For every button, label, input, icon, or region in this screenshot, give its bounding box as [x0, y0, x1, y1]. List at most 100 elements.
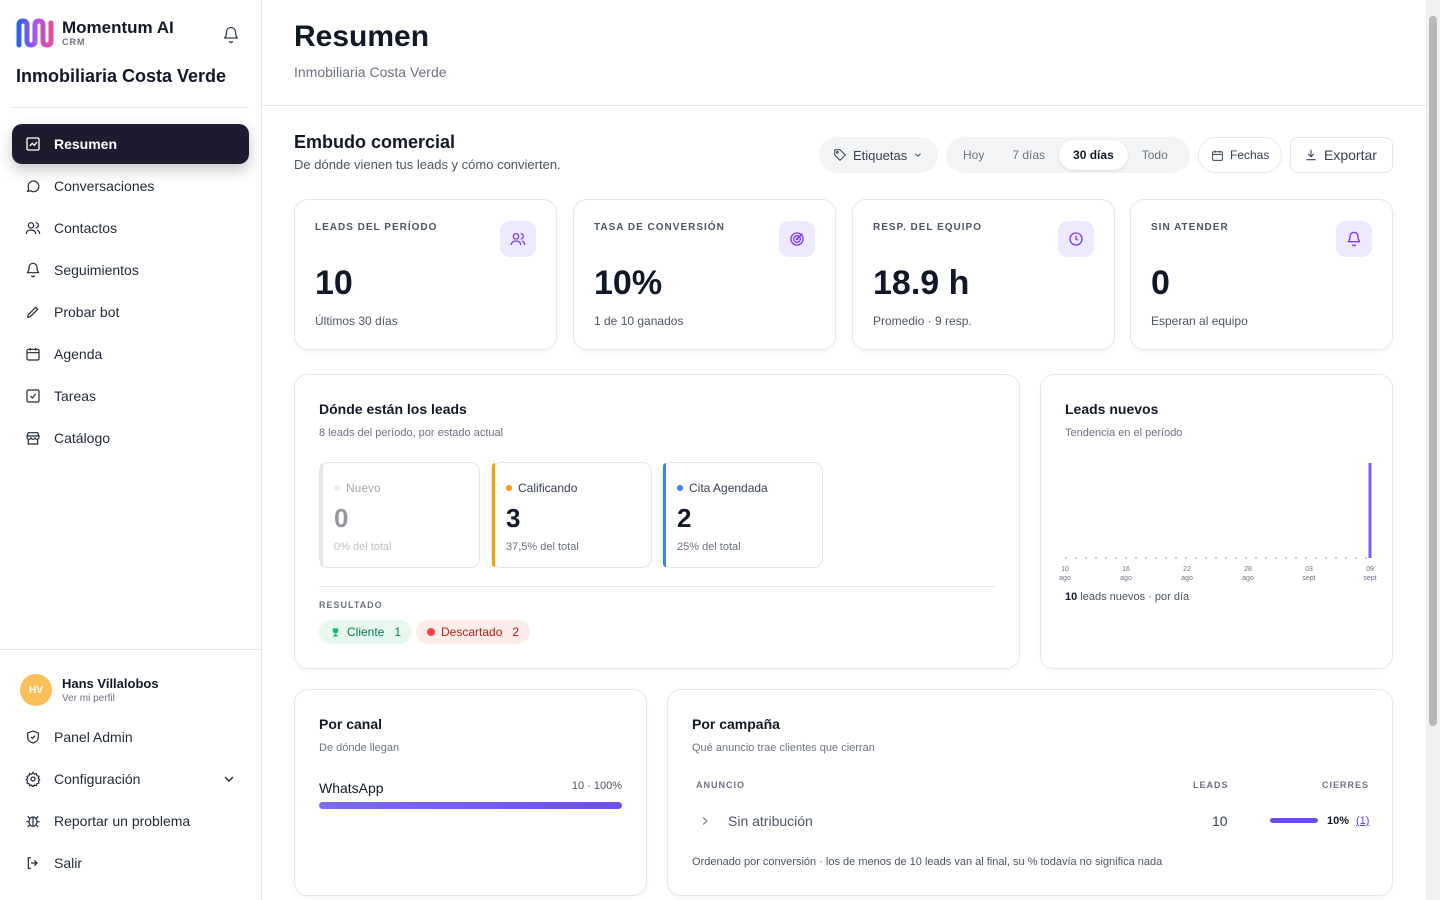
nav-item-reportar[interactable]: Reportar un problema — [12, 801, 249, 841]
stage-accent — [492, 463, 495, 567]
status-dot — [334, 485, 340, 491]
user-profile[interactable]: HV Hans Villalobos Ver mi perfil — [20, 674, 159, 706]
column-header-ad: ANUNCIO — [696, 780, 745, 790]
range-hoy[interactable]: Hoy — [963, 148, 985, 162]
nav-label: Seguimientos — [54, 262, 139, 278]
stage-value: 3 — [506, 503, 521, 533]
nav-item-conversaciones[interactable]: Conversaciones — [12, 166, 249, 206]
dates-label: Fechas — [1230, 148, 1270, 162]
stage-label: Cita Agendada — [689, 481, 768, 495]
chat-icon — [26, 180, 40, 193]
x-tick-month: ago — [1181, 575, 1193, 582]
chip-label: Descartado — [441, 625, 503, 639]
card-subtitle: De dónde llegan — [319, 742, 400, 754]
nav-item-seguimientos[interactable]: Seguimientos — [12, 250, 249, 290]
kpi-card-response: RESP. DEL EQUIPO 18.9 h Promedio · 9 res… — [852, 199, 1115, 350]
campaign-close-count[interactable]: (1) — [1356, 815, 1370, 827]
result-chip-descartado[interactable]: Descartado 2 — [416, 620, 531, 644]
shield-icon — [27, 730, 39, 744]
stage-name: Cita Agendada — [677, 481, 768, 495]
section-subtitle: De dónde vienen tus leads y cómo convier… — [294, 157, 561, 172]
chart-footer-text: leads nuevos · por día — [1080, 591, 1190, 603]
nav-label: Tareas — [54, 388, 97, 404]
export-button[interactable]: Exportar — [1290, 137, 1393, 173]
nav-item-probar-bot[interactable]: Probar bot — [12, 292, 249, 332]
status-dot — [427, 628, 435, 636]
main-nav: Resumen Conversaciones Contactos Seguimi… — [12, 124, 249, 460]
column-header-closes: CIERRES — [1322, 780, 1370, 790]
nav-item-contactos[interactable]: Contactos — [12, 208, 249, 248]
card-title: Por campaña — [692, 716, 780, 732]
scrollbar[interactable] — [1426, 0, 1440, 900]
clock-icon — [1058, 221, 1094, 257]
chevron-down-icon[interactable] — [221, 771, 237, 787]
nav-item-panel-admin[interactable]: Panel Admin — [12, 717, 249, 757]
nav-item-tareas[interactable]: Tareas — [12, 376, 249, 416]
campaign-close-bar — [1270, 818, 1318, 823]
store-icon — [26, 432, 40, 445]
x-tick-day: 28 — [1244, 566, 1252, 573]
nav-label: Contactos — [54, 220, 118, 236]
result-chip-cliente[interactable]: Cliente 1 — [319, 620, 413, 644]
x-tick-month: ago — [1242, 575, 1254, 582]
nav-item-catalogo[interactable]: Catálogo — [12, 418, 249, 458]
chevron-right-icon[interactable] — [698, 814, 712, 828]
kpi-sub: Últimos 30 días — [315, 314, 398, 328]
kpi-value: 0 — [1151, 264, 1170, 302]
kpi-sub: Esperan al equipo — [1151, 314, 1248, 328]
brand-name: Momentum AI — [62, 18, 174, 37]
target-icon — [779, 221, 815, 257]
nav-label: Salir — [54, 855, 83, 871]
nav-label: Panel Admin — [54, 729, 133, 745]
nav-label: Agenda — [54, 346, 103, 362]
nav-item-agenda[interactable]: Agenda — [12, 334, 249, 374]
bell-icon — [1336, 221, 1372, 257]
section-title: Embudo comercial — [294, 132, 456, 152]
stage-label: Calificando — [518, 481, 578, 495]
notifications-bell-icon[interactable] — [222, 26, 240, 44]
status-dot — [677, 485, 683, 491]
divider — [262, 105, 1426, 106]
card-subtitle: Qué anuncio trae clientes que cierran — [692, 742, 875, 754]
new-leads-card: Leads nuevos Tendencia en el período 10 a… — [1040, 374, 1393, 669]
bell-icon — [26, 262, 40, 278]
range-7-dias[interactable]: 7 días — [1012, 148, 1046, 162]
brand[interactable]: Momentum AI CRM — [16, 18, 174, 48]
divider — [12, 107, 249, 108]
column-header-leads: LEADS — [1193, 780, 1229, 790]
campaign-close-pct: 10% — [1327, 815, 1350, 827]
stage-card-cita-agendada[interactable]: Cita Agendada 2 25% del total — [662, 462, 823, 568]
nav-label: Conversaciones — [54, 178, 155, 194]
channel-card: Por canal De dónde llegan WhatsApp 10 · … — [294, 689, 647, 896]
card-title: Por canal — [319, 716, 383, 732]
kpi-label: TASA DE CONVERSIÓN — [594, 222, 725, 233]
org-name: Inmobiliaria Costa Verde — [16, 66, 227, 86]
stage-label: Nuevo — [346, 481, 381, 495]
download-icon — [1306, 149, 1316, 161]
users-icon — [25, 222, 41, 235]
scroll-thumb[interactable] — [1429, 16, 1437, 726]
leads-state-card: Dónde están los leads 8 leads del períod… — [294, 374, 1020, 669]
divider — [319, 586, 995, 587]
range-todo[interactable]: Todo — [1141, 148, 1168, 162]
momentum-logo-icon — [16, 18, 54, 48]
tags-filter-button[interactable]: Etiquetas — [819, 137, 938, 173]
range-30-dias[interactable]: 30 días — [1059, 140, 1128, 170]
logout-icon — [27, 857, 38, 869]
dates-button[interactable]: Fechas — [1198, 137, 1282, 173]
nav-item-configuracion[interactable]: Configuración — [12, 759, 249, 799]
x-tick-month: ago — [1120, 575, 1132, 582]
nav-item-resumen[interactable]: Resumen — [12, 124, 249, 164]
stage-card-nuevo[interactable]: Nuevo 0 0% del total — [319, 462, 480, 568]
stage-pct: 0% del total — [334, 541, 392, 553]
channel-meta: 10 · 100% — [571, 780, 622, 792]
nav-label: Probar bot — [54, 304, 120, 320]
export-label: Exportar — [1324, 147, 1377, 163]
stage-card-calificando[interactable]: Calificando 3 37,5% del total — [491, 462, 652, 568]
profile-link[interactable]: Ver mi perfil — [62, 693, 115, 704]
nav-item-salir[interactable]: Salir — [12, 843, 249, 883]
nav-label: Reportar un problema — [54, 813, 191, 829]
table-row[interactable]: Sin atribución 10 10% (1) — [692, 810, 1370, 832]
chart-icon — [26, 137, 40, 151]
stage-pct: 25% del total — [677, 541, 741, 553]
